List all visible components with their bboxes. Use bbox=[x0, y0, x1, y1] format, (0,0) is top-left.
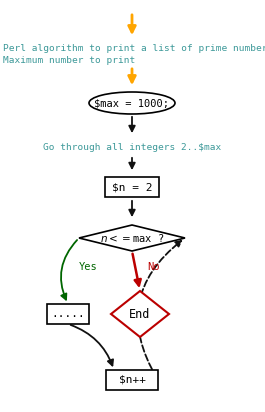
FancyBboxPatch shape bbox=[105, 177, 159, 197]
Text: Perl algorithm to print a list of prime numbers: Perl algorithm to print a list of prime … bbox=[3, 44, 265, 53]
Text: $n++: $n++ bbox=[118, 375, 145, 385]
FancyArrowPatch shape bbox=[61, 240, 77, 300]
Text: Go through all integers 2..$max: Go through all integers 2..$max bbox=[43, 143, 221, 152]
FancyBboxPatch shape bbox=[47, 304, 89, 324]
Text: $max = 1000;: $max = 1000; bbox=[95, 98, 170, 108]
Text: Yes: Yes bbox=[79, 262, 97, 272]
Text: $n <= $max ?: $n <= $max ? bbox=[100, 232, 164, 244]
FancyArrowPatch shape bbox=[138, 241, 181, 378]
FancyArrowPatch shape bbox=[132, 254, 141, 286]
Polygon shape bbox=[111, 291, 169, 337]
Text: End: End bbox=[129, 307, 151, 321]
Ellipse shape bbox=[89, 92, 175, 114]
FancyArrowPatch shape bbox=[71, 325, 113, 365]
Text: .....: ..... bbox=[51, 309, 85, 319]
Text: Maximum number to print: Maximum number to print bbox=[3, 56, 135, 65]
Text: No: No bbox=[147, 262, 160, 272]
Polygon shape bbox=[79, 225, 185, 251]
FancyBboxPatch shape bbox=[106, 370, 158, 390]
Text: $n = 2: $n = 2 bbox=[112, 182, 152, 192]
